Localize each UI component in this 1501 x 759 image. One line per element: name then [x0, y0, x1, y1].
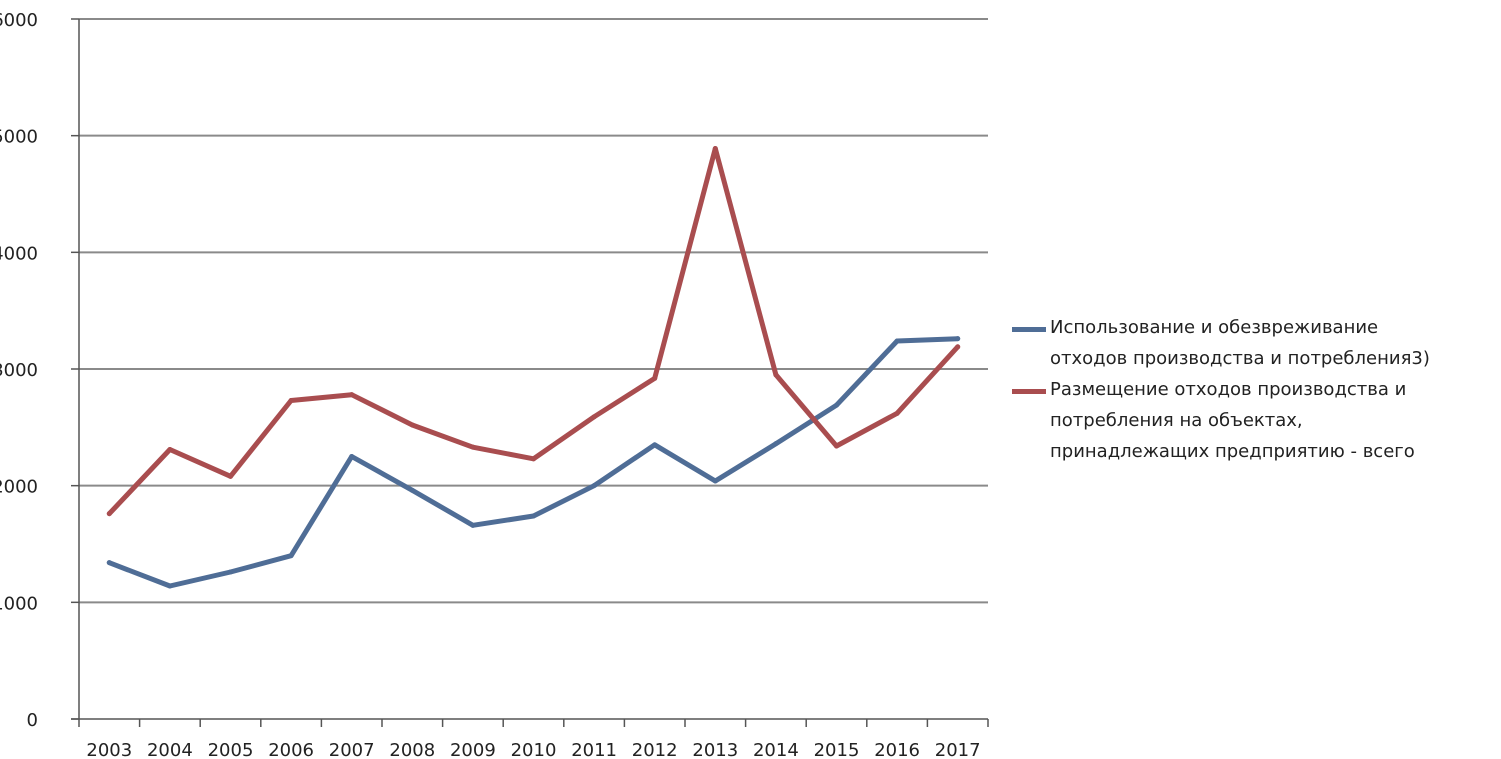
y-tick-label-0: 0	[27, 710, 38, 731]
x-tick-label-2003: 2003	[86, 740, 132, 759]
data-point-usage-2010	[531, 513, 536, 519]
x-tick-label-2012: 2012	[632, 740, 678, 759]
data-point-placement-2006	[288, 398, 294, 403]
data-point-usage-2004	[167, 583, 173, 589]
data-point-usage-2012	[652, 442, 658, 448]
data-point-placement-2014	[773, 372, 779, 378]
data-point-usage-2006	[288, 553, 294, 559]
data-point-usage-2015	[834, 402, 839, 408]
data-point-usage-2014	[773, 441, 779, 447]
data-point-usage-2007	[349, 454, 355, 459]
data-point-placement-2009	[470, 444, 476, 450]
x-tick-label-2005: 2005	[208, 740, 254, 759]
x-tick-labels: 2003 2004 2005 2006 2007 2008 2009 2010 2011 2012…	[86, 740, 980, 759]
data-point-placement-2017	[955, 344, 961, 350]
data-point-placement-2016	[894, 410, 900, 416]
x-tick-label-2010: 2010	[511, 740, 557, 759]
legend-label-placement: Размещение отходов производства и потреб…	[1050, 379, 1415, 462]
data-point-usage-2003	[106, 560, 112, 566]
legend-swatch-usage	[1012, 327, 1046, 332]
data-point-usage-2013	[712, 478, 718, 484]
axes	[71, 18, 989, 727]
x-tick-label-2009: 2009	[450, 740, 496, 759]
data-point-usage-2016	[894, 338, 900, 344]
y-tick-label-3000: 3000	[0, 360, 38, 381]
data-point-usage-2011	[591, 483, 597, 489]
x-tick-label-2007: 2007	[329, 740, 375, 759]
y-tick-label-1000: 1000	[0, 593, 38, 614]
data-point-placement-2010	[531, 456, 536, 462]
y-tick-label-4000: 4000	[0, 243, 38, 264]
data-point-placement-2011	[591, 414, 597, 420]
data-point-usage-2017	[955, 336, 961, 342]
y-tick-labels: 0 1000 2000 3000 4000 5000 6000	[0, 10, 38, 731]
legend: Использование и обезвреживание отходов п…	[1012, 312, 1498, 467]
gridlines	[79, 18, 988, 604]
x-tick-label-2015: 2015	[814, 740, 860, 759]
data-point-placement-2007	[349, 392, 355, 398]
data-point-placement-2012	[652, 375, 658, 381]
data-point-placement-2013	[712, 146, 718, 151]
series-lines	[106, 146, 961, 589]
data-point-placement-2005	[228, 473, 233, 479]
data-point-usage-2008	[409, 487, 415, 493]
data-point-placement-2008	[409, 422, 415, 428]
data-point-placement-2004	[167, 447, 173, 452]
x-tick-label-2004: 2004	[147, 740, 193, 759]
legend-swatch-placement	[1012, 389, 1046, 394]
x-tick-label-2006: 2006	[268, 740, 314, 759]
series-line-usage	[106, 336, 961, 589]
y-tick-label-2000: 2000	[0, 477, 38, 498]
data-point-usage-2005	[228, 569, 233, 575]
x-tick-label-2016: 2016	[874, 740, 920, 759]
y-tick-label-5000: 5000	[0, 127, 38, 148]
x-tick-label-2013: 2013	[692, 740, 738, 759]
y-tick-label-6000: 6000	[0, 10, 38, 31]
data-point-usage-2009	[470, 522, 476, 528]
x-tick-label-2014: 2014	[753, 740, 799, 759]
legend-entry-placement: Размещение отходов производства и потреб…	[1012, 374, 1498, 467]
x-tick-label-2017: 2017	[935, 740, 981, 759]
data-point-placement-2003	[106, 511, 112, 517]
data-point-placement-2015	[834, 443, 839, 449]
legend-label-usage: Использование и обезвреживание отходов п…	[1050, 317, 1430, 369]
x-tick-label-2011: 2011	[571, 740, 617, 759]
legend-entry-usage: Использование и обезвреживание отходов п…	[1012, 312, 1498, 374]
x-tick-label-2008: 2008	[389, 740, 435, 759]
